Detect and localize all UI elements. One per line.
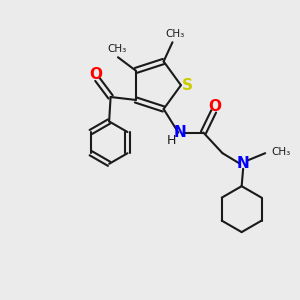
Text: CH₃: CH₃ [272, 147, 291, 157]
Text: O: O [89, 67, 102, 82]
Text: N: N [237, 156, 250, 171]
Text: N: N [173, 125, 186, 140]
Text: CH₃: CH₃ [107, 44, 126, 54]
Text: O: O [208, 99, 221, 114]
Text: H: H [167, 134, 177, 147]
Text: CH₃: CH₃ [166, 29, 185, 39]
Text: S: S [182, 78, 193, 93]
